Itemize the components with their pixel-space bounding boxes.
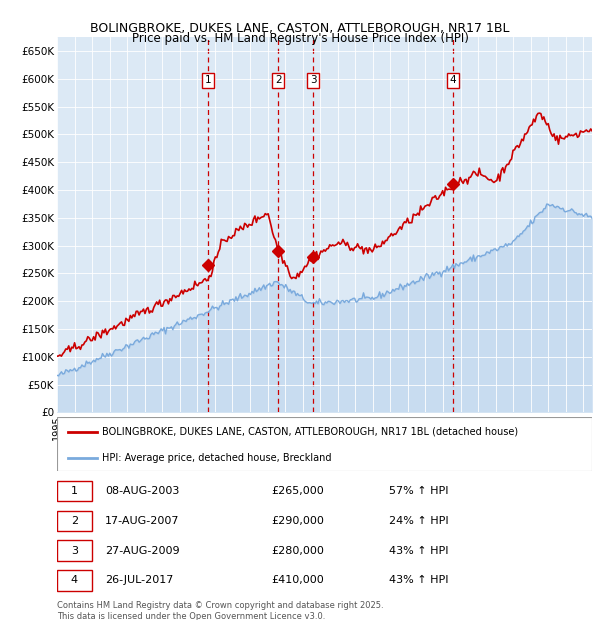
Text: Contains HM Land Registry data © Crown copyright and database right 2025.
This d: Contains HM Land Registry data © Crown c… (57, 601, 383, 620)
Text: 08-AUG-2003: 08-AUG-2003 (105, 486, 179, 496)
Text: 4: 4 (71, 575, 78, 585)
Text: 57% ↑ HPI: 57% ↑ HPI (389, 486, 448, 496)
Text: 43% ↑ HPI: 43% ↑ HPI (389, 575, 448, 585)
Text: BOLINGBROKE, DUKES LANE, CASTON, ATTLEBOROUGH, NR17 1BL: BOLINGBROKE, DUKES LANE, CASTON, ATTLEBO… (90, 22, 510, 35)
Text: 3: 3 (71, 546, 78, 556)
Text: 1: 1 (71, 486, 78, 496)
Text: 43% ↑ HPI: 43% ↑ HPI (389, 546, 448, 556)
Text: 26-JUL-2017: 26-JUL-2017 (105, 575, 173, 585)
FancyBboxPatch shape (57, 540, 92, 561)
Text: £410,000: £410,000 (271, 575, 324, 585)
FancyBboxPatch shape (57, 510, 92, 531)
Text: 3: 3 (310, 76, 317, 86)
FancyBboxPatch shape (57, 480, 92, 502)
Text: BOLINGBROKE, DUKES LANE, CASTON, ATTLEBOROUGH, NR17 1BL (detached house): BOLINGBROKE, DUKES LANE, CASTON, ATTLEBO… (103, 427, 518, 437)
FancyBboxPatch shape (57, 570, 92, 591)
Text: £280,000: £280,000 (271, 546, 324, 556)
Text: 24% ↑ HPI: 24% ↑ HPI (389, 516, 448, 526)
Text: 17-AUG-2007: 17-AUG-2007 (105, 516, 179, 526)
Text: HPI: Average price, detached house, Breckland: HPI: Average price, detached house, Brec… (103, 453, 332, 463)
Text: Price paid vs. HM Land Registry's House Price Index (HPI): Price paid vs. HM Land Registry's House … (131, 32, 469, 45)
Text: 4: 4 (450, 76, 457, 86)
Text: £265,000: £265,000 (271, 486, 324, 496)
Text: 1: 1 (205, 76, 211, 86)
Text: 27-AUG-2009: 27-AUG-2009 (105, 546, 180, 556)
Text: 2: 2 (275, 76, 281, 86)
Text: 2: 2 (71, 516, 78, 526)
Text: £290,000: £290,000 (271, 516, 324, 526)
